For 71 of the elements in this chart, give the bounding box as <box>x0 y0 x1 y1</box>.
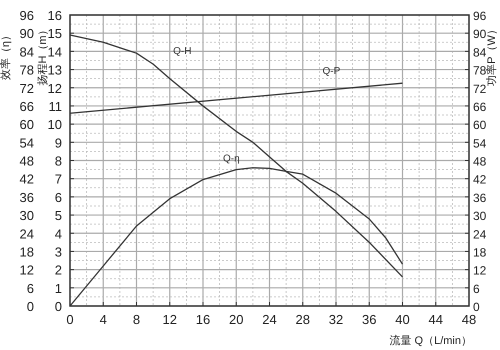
y3-tick-label: 96 <box>20 8 34 23</box>
y3-axis-title: 效率（η） <box>0 30 12 80</box>
y-tick-label: 16 <box>48 8 62 23</box>
x-tick-label: 40 <box>395 312 410 327</box>
y-tick-label: 11 <box>48 98 62 114</box>
x-tick-label: 36 <box>362 312 376 327</box>
y3-tick-label: 6 <box>26 280 34 296</box>
y-tick-label: 3 <box>54 244 62 260</box>
y3-tick-label: 48 <box>20 154 34 168</box>
y-tick-label: 6 <box>54 190 62 205</box>
y2-tick-label: 54 <box>473 136 487 150</box>
x-tick-label: 24 <box>262 312 277 327</box>
y2-tick-label: 60 <box>473 118 487 132</box>
y2-tick-label: 42 <box>473 172 487 187</box>
x-tick-label: 28 <box>296 312 310 327</box>
y-tick-label: 10 <box>48 117 62 132</box>
y-tick-label: 0 <box>54 299 62 314</box>
y-tick-label: 14 <box>48 44 62 60</box>
y3-tick-label: 24 <box>20 226 34 242</box>
y3-tick-label: 60 <box>20 117 34 132</box>
series-label: Q-P <box>322 66 341 78</box>
y2-tick-label: 78 <box>473 64 487 78</box>
y2-tick-label: 48 <box>473 154 487 168</box>
y-tick-label: 4 <box>54 226 62 242</box>
y3-tick-label: 30 <box>20 208 34 224</box>
y2-tick-label: 18 <box>473 245 487 260</box>
series-label: Q-η <box>223 154 240 165</box>
y-tick-label: 2 <box>54 262 62 278</box>
y3-tick-label: 0 <box>26 299 34 314</box>
x-tick-label: 0 <box>66 312 74 327</box>
y2-tick-label: 90 <box>473 27 487 42</box>
y3-tick-label: 36 <box>20 190 34 205</box>
y2-tick-label: 84 <box>473 45 487 60</box>
y2-tick-label: 96 <box>473 9 487 23</box>
x-tick-label: 4 <box>100 312 107 327</box>
x-tick-label: 44 <box>428 312 443 327</box>
y3-tick-label: 90 <box>20 26 34 42</box>
y2-tick-label: 12 <box>473 264 487 278</box>
x-tick-label: 16 <box>196 312 210 327</box>
x-tick-label: 20 <box>229 312 244 327</box>
y3-tick-label: 84 <box>20 44 34 60</box>
y3-tick-label: 42 <box>20 172 34 187</box>
y-tick-label: 9 <box>54 135 62 150</box>
y-tick-label: 13 <box>48 62 62 78</box>
y3-tick-label: 12 <box>20 262 34 278</box>
y2-tick-label: 72 <box>473 82 487 96</box>
y3-tick-label: 54 <box>20 135 34 150</box>
x-tick-label: 12 <box>162 312 177 327</box>
y2-tick-label: 30 <box>473 209 487 224</box>
y2-axis-title: 功率P（W） <box>485 24 498 86</box>
series-label: Q-H <box>173 46 192 58</box>
y3-tick-label: 78 <box>20 62 34 78</box>
y-tick-label: 1 <box>54 280 62 296</box>
x-axis-title: 流量 Q（L/min） <box>389 334 472 347</box>
x-tick-label: 8 <box>132 312 140 327</box>
y2-tick-label: 66 <box>473 100 487 114</box>
y-tick-label: 15 <box>48 26 62 42</box>
y2-tick-label: 36 <box>473 190 487 205</box>
y-tick-label: 5 <box>54 208 62 224</box>
y2-tick-label: 6 <box>473 282 480 296</box>
y2-tick-label: 0 <box>473 300 480 314</box>
y-tick-label: 12 <box>48 80 62 96</box>
y-tick-label: 8 <box>54 154 62 168</box>
y-axis-title: 扬程H（m） <box>37 24 49 86</box>
y3-tick-label: 66 <box>20 98 34 114</box>
y-tick-label: 7 <box>54 172 62 187</box>
y3-tick-label: 18 <box>20 244 34 260</box>
x-tick-label: 48 <box>462 312 476 327</box>
x-tick-label: 32 <box>328 312 344 327</box>
y3-tick-label: 72 <box>20 80 34 96</box>
y2-tick-label: 24 <box>473 227 487 242</box>
